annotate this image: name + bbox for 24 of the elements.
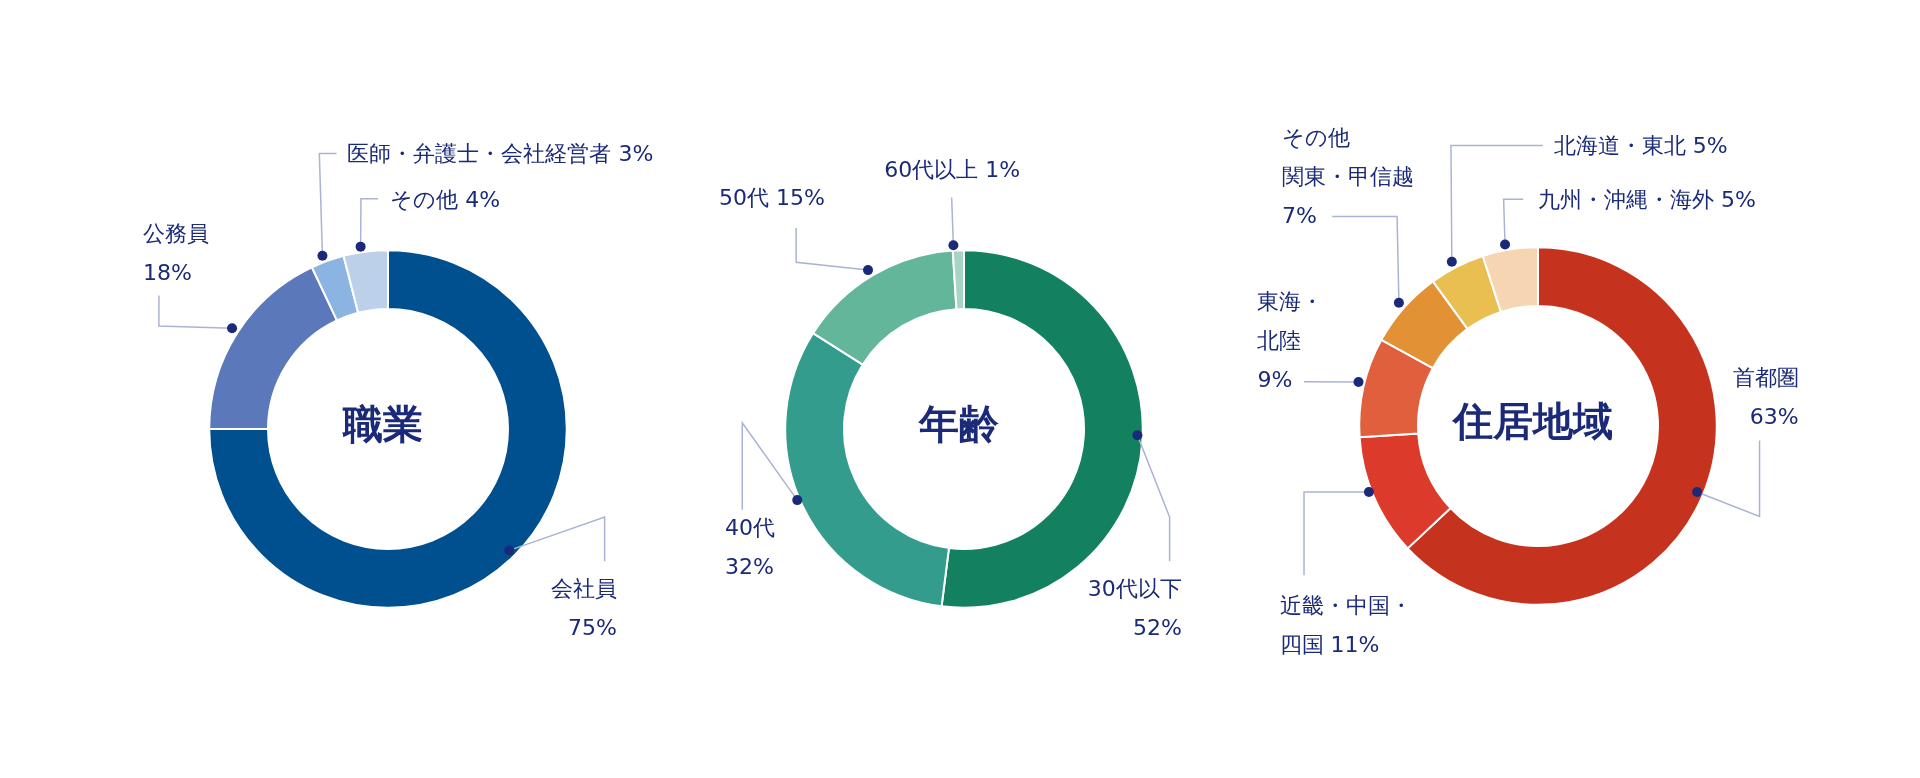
slice-label: 九州・沖縄・海外 5%	[1537, 186, 1756, 212]
slice-label: 60代以上 1%	[884, 156, 1021, 182]
slice-label: その他 4%	[390, 186, 501, 212]
slice-label: 近畿・中国・四国 11%	[1279, 592, 1412, 657]
slice-label: 50代 15%	[719, 184, 825, 210]
slice-label: 40代	[725, 514, 776, 540]
data-label: 75%	[567, 614, 617, 640]
slice-label: 北海道・東北 5%	[1553, 132, 1728, 158]
slice-label: 東海・北陸	[1257, 288, 1324, 353]
data-label: 7%	[1281, 202, 1317, 228]
data-label: 52%	[1132, 614, 1182, 640]
text: 住居地域	[1451, 398, 1613, 444]
slice-label: 30代以下	[1087, 575, 1182, 601]
text: 年齢	[918, 401, 999, 447]
data-label: 32%	[725, 553, 775, 579]
slice-label: その他関東・甲信越	[1281, 124, 1414, 189]
data-label: 9%	[1257, 366, 1293, 392]
data-label: 18%	[143, 259, 192, 285]
text: 職業	[342, 401, 423, 447]
slice-label: 医師・弁護士・会社経営者 3%	[347, 140, 654, 166]
slice-label: 首都圏	[1732, 364, 1799, 390]
slice-label: 会社員	[550, 575, 617, 601]
slice-label: 公務員	[143, 220, 209, 246]
data-label: 63%	[1749, 403, 1799, 429]
